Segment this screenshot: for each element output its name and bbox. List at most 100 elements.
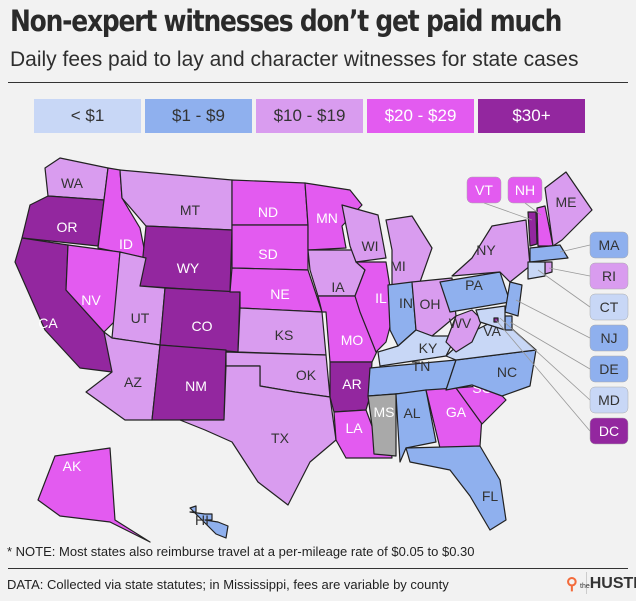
state-label: WI	[361, 238, 378, 254]
callout-label: MD	[598, 392, 620, 408]
page-title: Non-expert witnesses don’t get paid much	[10, 4, 562, 38]
data-source: DATA: Collected via state statutes; in M…	[7, 577, 449, 592]
state-me	[544, 171, 593, 247]
state-al	[395, 389, 437, 463]
state-label: SD	[258, 246, 277, 262]
state-label: OH	[420, 296, 441, 312]
state-label: NV	[81, 292, 101, 308]
state-ny	[451, 219, 531, 283]
state-label: AR	[342, 376, 361, 392]
callout-box	[589, 231, 629, 259]
state-fl	[405, 445, 507, 531]
divider	[8, 568, 628, 569]
state-label: NY	[476, 242, 496, 258]
state-ak	[37, 447, 151, 543]
callout-label: MA	[599, 237, 621, 253]
state-label: PA	[465, 277, 483, 293]
state-ky	[377, 329, 457, 367]
callout-label: CT	[600, 299, 619, 315]
state-label: WA	[61, 175, 84, 191]
state-label: IL	[375, 290, 387, 306]
callout-label: RI	[602, 268, 616, 284]
state-label: AL	[403, 405, 420, 421]
state-tx	[179, 365, 337, 506]
callout-label: NJ	[600, 330, 617, 346]
state-label: IA	[331, 279, 345, 295]
divider	[586, 572, 587, 594]
state-mi	[385, 215, 433, 286]
state-label: ID	[119, 236, 133, 252]
callout-line	[537, 269, 591, 308]
state-ma	[529, 244, 569, 263]
state-or	[21, 195, 105, 247]
state-il	[354, 261, 395, 353]
legend-item: $1 - $9	[145, 99, 252, 133]
state-mt	[119, 169, 233, 231]
callout-line	[559, 244, 591, 253]
state-label: HI	[195, 512, 209, 528]
callout-line	[483, 202, 533, 221]
divider	[8, 82, 628, 83]
callout-line	[495, 319, 591, 432]
state-label: MS	[374, 404, 395, 420]
callout-box	[589, 293, 629, 321]
state-wy	[139, 225, 233, 293]
state-ct	[527, 261, 546, 280]
state-label: KY	[419, 340, 438, 356]
callout-box	[589, 417, 629, 445]
state-wi	[341, 204, 387, 263]
state-label: FL	[482, 488, 499, 504]
state-label: AZ	[124, 374, 142, 390]
state-vt	[527, 211, 538, 247]
state-label: OR	[57, 219, 78, 235]
state-label: LA	[345, 420, 363, 436]
state-label: MT	[180, 202, 201, 218]
state-label: NM	[185, 378, 207, 394]
footnote: * NOTE: Most states also reimburse trave…	[7, 544, 475, 559]
legend-item: $10 - $19	[256, 99, 363, 133]
callout-box	[507, 176, 543, 204]
state-nj	[504, 281, 523, 317]
state-label: KS	[275, 327, 294, 343]
state-label: UT	[131, 310, 150, 326]
state-label: NE	[270, 286, 289, 302]
callout-box	[589, 386, 629, 414]
state-label: MO	[341, 332, 364, 348]
callout-line	[509, 321, 591, 370]
hubspot-logo-icon: ⚲	[566, 576, 578, 593]
state-label: GA	[446, 404, 467, 420]
callout-box	[589, 262, 629, 290]
state-label: TX	[271, 430, 290, 446]
callout-label: DE	[599, 361, 618, 377]
subtitle: Daily fees paid to lay and character wit…	[10, 48, 579, 71]
state-nv	[65, 244, 121, 333]
state-label: WV	[449, 315, 472, 331]
callout-label: NH	[515, 182, 535, 198]
state-hi	[189, 505, 229, 539]
legend-item: < $1	[34, 99, 141, 133]
state-md	[475, 305, 506, 331]
hustle-logo: theHUSTLE	[580, 575, 636, 592]
state-label: ND	[258, 204, 278, 220]
state-label: AK	[63, 458, 82, 474]
callout-label: VT	[475, 182, 493, 198]
callout-box	[589, 324, 629, 352]
state-label: WY	[177, 260, 200, 276]
callout-box	[466, 176, 502, 204]
callout-line	[499, 317, 591, 401]
legend-item: $20 - $29	[367, 99, 474, 133]
state-label: CO	[192, 318, 213, 334]
state-label: NC	[497, 364, 517, 380]
state-label: CA	[38, 315, 58, 331]
callout-label: DC	[599, 423, 619, 439]
callout-line	[524, 202, 542, 216]
state-mn	[304, 182, 363, 251]
callout-line	[548, 267, 591, 277]
state-label: OK	[296, 367, 317, 383]
callout-line	[515, 299, 591, 339]
state-label: TN	[412, 358, 431, 374]
legend-item: $30+	[478, 99, 585, 133]
legend: < $1 $1 - $9 $10 - $19 $20 - $29 $30+	[34, 99, 585, 133]
